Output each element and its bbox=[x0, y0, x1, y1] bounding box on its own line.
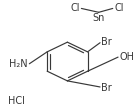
Text: Br: Br bbox=[101, 37, 112, 47]
Text: OH: OH bbox=[119, 52, 134, 62]
Text: Cl: Cl bbox=[114, 3, 124, 13]
Text: HCl: HCl bbox=[8, 96, 25, 106]
Text: Cl: Cl bbox=[71, 3, 80, 13]
Text: H₂N: H₂N bbox=[9, 59, 28, 69]
Text: Br: Br bbox=[101, 83, 112, 93]
Text: Sn: Sn bbox=[93, 13, 105, 23]
